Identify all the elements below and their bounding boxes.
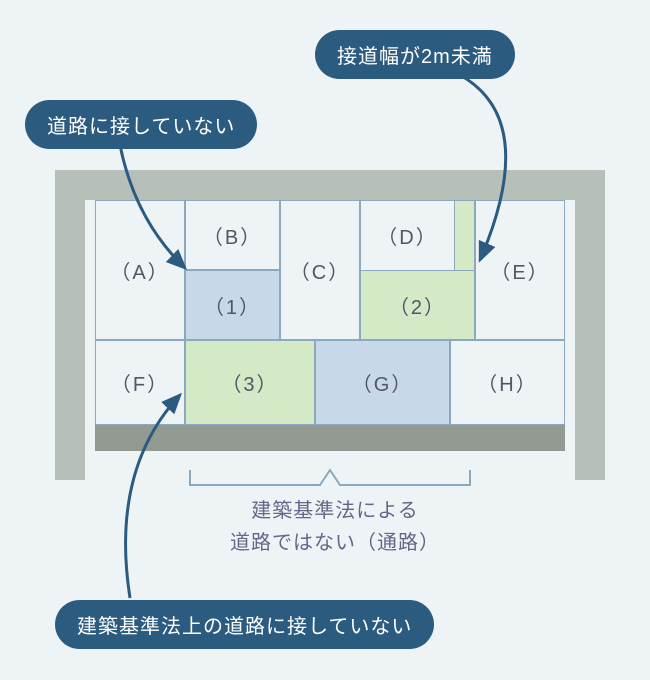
callout-bottom-text: 建築基準法上の道路に接していない: [77, 616, 412, 638]
bracket-label: 建築基準法による 道路ではない（通路）: [225, 495, 445, 559]
diagram-root: { "bg_color": "#eef3f6", "callouts": { "…: [0, 0, 650, 680]
callout-bottom: 建築基準法上の道路に接していない: [55, 600, 434, 649]
bracket-icon: [0, 0, 650, 680]
